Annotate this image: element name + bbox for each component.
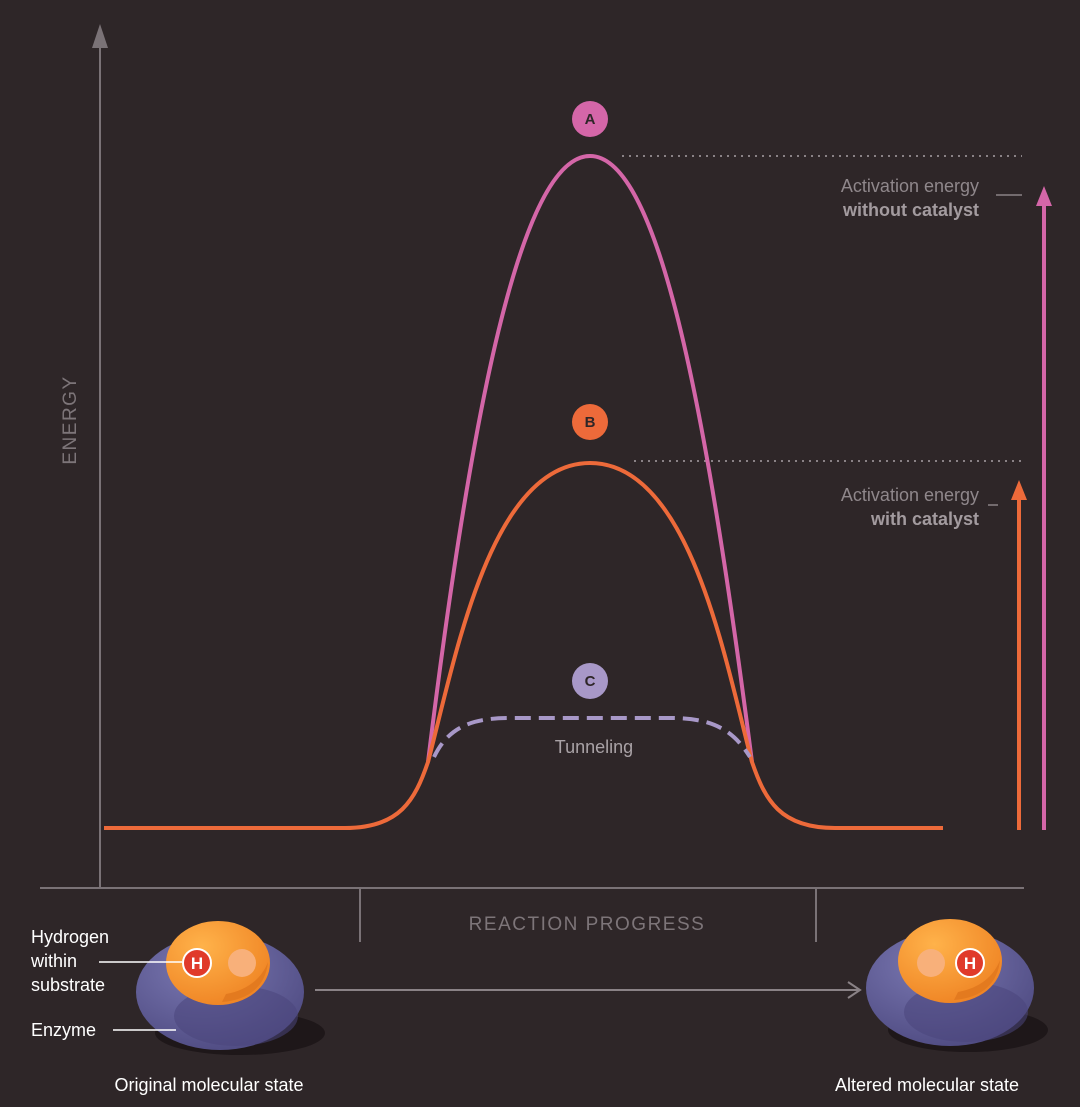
activation-without-line1: Activation energy <box>841 176 979 196</box>
marker-b: B <box>572 404 608 440</box>
svg-text:B: B <box>585 414 596 431</box>
altered-state-label: Altered molecular state <box>835 1075 1019 1095</box>
svg-text:H: H <box>964 954 976 973</box>
substrate-atom <box>228 949 256 977</box>
arrow-without-catalyst <box>1036 186 1052 830</box>
curve-without-catalyst <box>426 153 754 763</box>
altered-substrate-shape <box>898 919 1002 1003</box>
activation-without-line2: without catalyst <box>842 200 979 220</box>
curve-tunneling <box>432 716 752 759</box>
marker-c: C <box>572 663 608 699</box>
marker-a: A <box>572 101 608 137</box>
hydrogen-label-line1: Hydrogen <box>31 927 109 947</box>
substrate-shape <box>166 921 270 1005</box>
altered-state-molecule: H <box>866 919 1048 1052</box>
curve-with-catalyst <box>104 460 943 830</box>
hydrogen-label-line2: within <box>30 951 77 971</box>
hydrogen-atom <box>182 948 212 978</box>
altered-substrate-atom <box>917 949 945 977</box>
altered-hydrogen-atom <box>955 948 985 978</box>
original-state-molecule: H <box>136 921 325 1055</box>
axes: ENERGY REACTION PROGRESS <box>40 24 1024 942</box>
activation-with-line1: Activation energy <box>841 485 979 505</box>
y-axis-arrowhead <box>92 24 108 48</box>
x-axis-label: REACTION PROGRESS <box>469 914 706 935</box>
svg-text:H: H <box>191 954 203 973</box>
y-axis-label: ENERGY <box>60 375 81 464</box>
enzyme-label: Enzyme <box>31 1020 96 1040</box>
svg-text:A: A <box>585 111 596 128</box>
hydrogen-label-line3: substrate <box>31 975 105 995</box>
activation-with-line2: with catalyst <box>870 509 979 529</box>
svg-text:C: C <box>585 673 596 690</box>
state-transition-arrow <box>315 981 862 999</box>
original-state-label: Original molecular state <box>114 1075 303 1095</box>
tunneling-label: Tunneling <box>555 737 633 757</box>
arrow-with-catalyst <box>1011 480 1027 830</box>
